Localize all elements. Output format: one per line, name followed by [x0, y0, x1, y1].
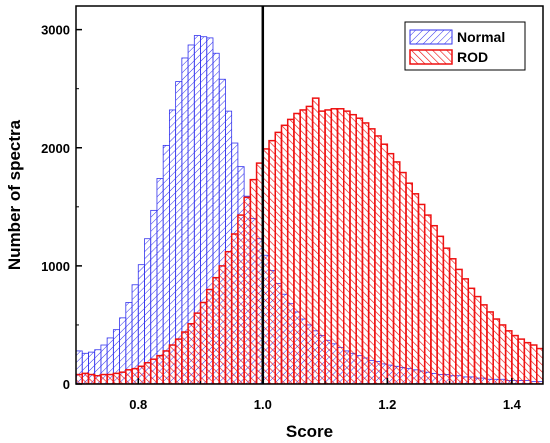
- bar-rod-54: [411, 193, 420, 384]
- bar-rod-66: [486, 311, 494, 384]
- legend-label-rod: ROD: [457, 49, 488, 65]
- bar-rod-10: [137, 365, 146, 384]
- x-tick-label: 1.4: [503, 397, 522, 412]
- bar-rod-21: [206, 288, 214, 384]
- bar-rod-1: [81, 372, 90, 384]
- y-tick-label: 2000: [41, 141, 70, 156]
- bar-rod-3: [93, 374, 102, 384]
- bar-rod-31: [268, 139, 277, 384]
- bar-rod-25: [230, 233, 239, 384]
- bar-rod-69: [504, 330, 513, 384]
- bar-rod-68: [498, 324, 507, 384]
- bar-rod-18: [187, 323, 196, 384]
- bar-rod-39: [318, 110, 326, 384]
- bar-rod-53: [405, 182, 413, 384]
- bar-rod-33: [280, 124, 289, 384]
- bar-rod-74: [536, 347, 543, 384]
- bar-rod-37: [305, 105, 314, 384]
- bar-rod-71: [517, 338, 526, 384]
- bar-rod-44: [349, 113, 357, 384]
- bar-rod-28: [249, 178, 258, 384]
- bar-rod-11: [143, 361, 152, 384]
- bar-rod-61: [455, 268, 463, 384]
- y-tick-label: 3000: [41, 23, 70, 38]
- bar-rod-57: [430, 224, 438, 384]
- bar-rod-46: [361, 122, 370, 384]
- bar-rod-22: [212, 276, 220, 384]
- bar-rod-65: [479, 304, 488, 384]
- x-axis: 0.8 1.0 1.2 1.4: [75, 378, 522, 412]
- y-tick-label: 1000: [41, 259, 70, 274]
- bar-rod-47: [367, 128, 376, 384]
- y-axis: 0 1000 2000 3000: [41, 23, 82, 392]
- bar-rod-40: [324, 109, 333, 384]
- bar-rod-60: [448, 258, 457, 384]
- bar-rod-72: [523, 341, 532, 384]
- bar-rod-36: [299, 109, 308, 384]
- bar-rod-48: [374, 135, 382, 384]
- bar-rod-62: [461, 278, 470, 384]
- x-tick-label: 1.0: [254, 397, 272, 412]
- bar-rod-73: [529, 344, 538, 384]
- bar-rod-14: [162, 350, 171, 384]
- bar-rod-52: [399, 171, 407, 384]
- y-tick-label: 0: [63, 377, 70, 392]
- bar-rod-26: [237, 214, 245, 384]
- bar-rod-67: [492, 318, 501, 384]
- bar-rod-55: [417, 203, 426, 384]
- bar-rod-15: [168, 344, 177, 384]
- bar-normal-15: [168, 109, 177, 384]
- bar-rod-0: [76, 373, 83, 384]
- bar-rod-49: [380, 143, 389, 384]
- bar-rod-23: [218, 265, 227, 384]
- bar-rod-8: [125, 369, 133, 384]
- bar-rod-51: [392, 161, 401, 384]
- bar-rod-45: [355, 117, 364, 384]
- bar-rod-58: [436, 235, 445, 384]
- bar-rod-43: [343, 110, 351, 384]
- bar-rod-42: [336, 108, 345, 384]
- bar-rod-35: [293, 112, 301, 384]
- bar-rod-63: [467, 287, 476, 384]
- bar-rod-34: [286, 118, 295, 384]
- x-tick-label: 1.2: [378, 397, 396, 412]
- bar-rod-6: [112, 372, 121, 384]
- bar-rod-59: [442, 247, 451, 384]
- bar-rod-56: [423, 214, 432, 384]
- bar-rod-20: [199, 301, 208, 384]
- bar-rod-5: [106, 373, 115, 384]
- legend-label-normal: Normal: [457, 29, 505, 45]
- bar-rod-2: [87, 373, 96, 384]
- bar-rod-13: [156, 354, 164, 384]
- bar-rod-24: [224, 250, 233, 384]
- x-tick-label: 0.8: [129, 397, 147, 412]
- bar-rod-7: [118, 371, 127, 384]
- bar-rod-19: [193, 312, 202, 384]
- bar-normal-14: [162, 144, 170, 384]
- bar-rod-50: [386, 152, 395, 384]
- bar-rod-32: [274, 131, 283, 384]
- bar-rod-27: [243, 196, 252, 384]
- bar-normal-12: [150, 209, 158, 384]
- bar-rod-12: [149, 358, 158, 384]
- bar-rod-9: [131, 367, 140, 384]
- bar-rod-4: [100, 373, 108, 384]
- bar-normal-13: [156, 178, 164, 384]
- plot-frame: [75, 5, 544, 385]
- bar-rod-17: [181, 331, 189, 384]
- x-axis-title: Score: [286, 422, 333, 441]
- legend: Normal ROD: [404, 21, 526, 71]
- bar-rod-70: [511, 334, 519, 384]
- bar-rod-64: [473, 295, 482, 384]
- bar-rod-16: [174, 338, 183, 384]
- legend-swatch-rod: [409, 49, 453, 65]
- bar-rod-38: [311, 97, 320, 384]
- bar-rod-41: [330, 108, 339, 384]
- legend-swatch-normal: [409, 29, 453, 45]
- y-axis-title: Number of spectra: [5, 119, 24, 270]
